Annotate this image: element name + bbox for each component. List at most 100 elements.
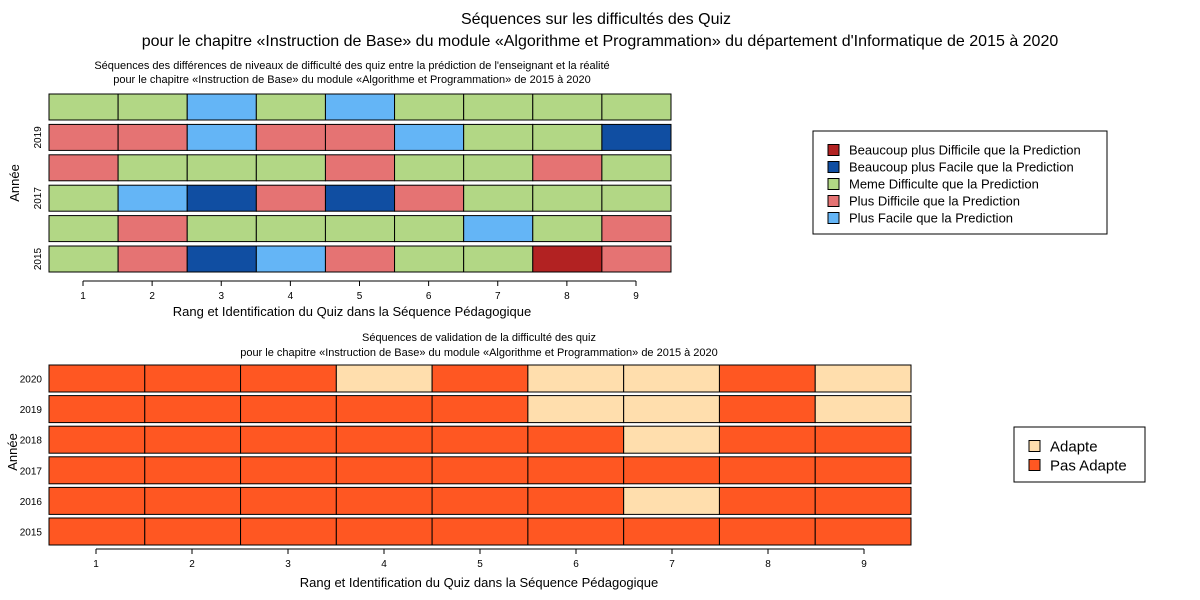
cell-2016-q1 bbox=[48, 215, 119, 243]
x-tick-label: 5 bbox=[477, 559, 483, 570]
cell-2015-q9 bbox=[601, 245, 672, 273]
cell-2015-q3 bbox=[186, 245, 257, 273]
y-tick-label: 2015 bbox=[33, 247, 44, 270]
cell-2017-q5 bbox=[324, 184, 396, 212]
figure-title-line2: pour le chapitre «Instruction de Base» d… bbox=[142, 33, 1059, 50]
cell-2015-q2 bbox=[144, 517, 242, 546]
cell-2019-q7 bbox=[623, 395, 720, 424]
y-tick-label: 2017 bbox=[20, 466, 43, 477]
x-tick-label: 8 bbox=[765, 559, 771, 570]
cell-2019-q7 bbox=[463, 123, 534, 151]
x-tick-label: 2 bbox=[149, 291, 155, 302]
cell-2017-q8 bbox=[532, 184, 603, 212]
cell-2018-q2 bbox=[144, 425, 242, 454]
cell-2015-q7 bbox=[623, 517, 720, 546]
legend-label: Beaucoup plus Facile que la Prediction bbox=[849, 160, 1074, 175]
cell-2020-q5 bbox=[324, 93, 396, 121]
chart-2-title-line2: pour le chapitre «Instruction de Base» d… bbox=[240, 347, 718, 359]
cell-2016-q2 bbox=[144, 486, 242, 515]
cell-2015-q8 bbox=[532, 245, 603, 273]
cell-2017-q8 bbox=[718, 456, 816, 485]
legend-swatch bbox=[1028, 440, 1041, 452]
cell-2019-q1 bbox=[48, 395, 146, 424]
cell-2019-q5 bbox=[324, 123, 396, 151]
cell-2018-q7 bbox=[463, 154, 534, 182]
cell-2020-q3 bbox=[240, 364, 337, 393]
legend-swatch bbox=[827, 144, 840, 156]
cell-2015-q6 bbox=[394, 245, 465, 273]
cell-2016-q9 bbox=[814, 486, 912, 515]
cell-2017-q2 bbox=[144, 456, 242, 485]
chart-2-y-axis: 2015 2016 2017 2018 2019 2020 bbox=[20, 375, 43, 539]
cell-2016-q5 bbox=[324, 215, 396, 243]
x-tick-label: 3 bbox=[218, 291, 224, 302]
chart-1-legend: Beaucoup plus Difficile que la Predictio… bbox=[812, 130, 1108, 235]
cell-2020-q7 bbox=[463, 93, 534, 121]
cell-2017-q7 bbox=[463, 184, 534, 212]
chart-2: Séquences de validation de la difficulté… bbox=[5, 332, 1146, 590]
cell-2015-q7 bbox=[463, 245, 534, 273]
cell-2018-q5 bbox=[431, 425, 529, 454]
cell-2018-q2 bbox=[117, 154, 188, 182]
cell-2016-q8 bbox=[532, 215, 603, 243]
cell-2018-q8 bbox=[718, 425, 816, 454]
x-tick-label: 7 bbox=[495, 291, 501, 302]
cell-2016-q7 bbox=[623, 486, 720, 515]
cell-2018-q1 bbox=[48, 425, 146, 454]
cell-2017-q7 bbox=[623, 456, 720, 485]
cell-2015-q5 bbox=[324, 245, 396, 273]
cell-2020-q2 bbox=[117, 93, 188, 121]
y-tick-label: 2019 bbox=[20, 405, 43, 416]
cell-2018-q9 bbox=[601, 154, 672, 182]
cell-2016-q8 bbox=[718, 486, 816, 515]
cell-2019-q8 bbox=[718, 395, 816, 424]
chart-1-cells bbox=[48, 93, 672, 273]
cell-2018-q6 bbox=[394, 154, 465, 182]
cell-2018-q3 bbox=[186, 154, 257, 182]
legend-swatch bbox=[827, 195, 840, 207]
cell-2017-q4 bbox=[335, 456, 433, 485]
cell-2020-q6 bbox=[394, 93, 465, 121]
cell-2016-q6 bbox=[394, 215, 465, 243]
legend-swatch bbox=[827, 212, 840, 224]
x-tick-label: 9 bbox=[861, 559, 867, 570]
cell-2019-q4 bbox=[255, 123, 326, 151]
chart-1-x-axis: 1 2 3 4 5 6 7 8 9 bbox=[80, 280, 639, 302]
cell-2016-q9 bbox=[601, 215, 672, 243]
cell-2018-q1 bbox=[48, 154, 119, 182]
cell-2020-q2 bbox=[144, 364, 242, 393]
chart-1-y-label: Année bbox=[7, 164, 22, 202]
x-tick-label: 8 bbox=[564, 291, 570, 302]
cell-2016-q6 bbox=[527, 486, 625, 515]
cell-2018-q4 bbox=[255, 154, 326, 182]
legend-swatch bbox=[1028, 459, 1041, 471]
cell-2017-q1 bbox=[48, 184, 119, 212]
chart-2-y-label: Année bbox=[5, 433, 20, 471]
cell-2019-q6 bbox=[394, 123, 465, 151]
cell-2019-q8 bbox=[532, 123, 603, 151]
legend-label: Plus Difficile que la Prediction bbox=[849, 194, 1020, 209]
y-tick-label: 2015 bbox=[20, 528, 43, 539]
cell-2019-q2 bbox=[117, 123, 188, 151]
cell-2016-q3 bbox=[186, 215, 257, 243]
cell-2015-q4 bbox=[335, 517, 433, 546]
cell-2020-q8 bbox=[532, 93, 603, 121]
cell-2017-q9 bbox=[814, 456, 912, 485]
legend-label: Adapte bbox=[1050, 438, 1098, 455]
y-tick-label: 2017 bbox=[33, 187, 44, 210]
cell-2018-q3 bbox=[240, 425, 337, 454]
cell-2017-q3 bbox=[186, 184, 257, 212]
chart-2-cells bbox=[48, 364, 912, 546]
chart-1-legend-box bbox=[812, 130, 1108, 235]
cell-2020-q6 bbox=[527, 364, 625, 393]
cell-2015-q5 bbox=[431, 517, 529, 546]
cell-2019-q9 bbox=[601, 123, 672, 151]
cell-2018-q9 bbox=[814, 425, 912, 454]
legend-swatch bbox=[827, 161, 840, 173]
cell-2020-q1 bbox=[48, 364, 146, 393]
cell-2017-q4 bbox=[255, 184, 326, 212]
x-tick-label: 1 bbox=[80, 291, 86, 302]
cell-2020-q5 bbox=[431, 364, 529, 393]
cell-2016-q4 bbox=[255, 215, 326, 243]
